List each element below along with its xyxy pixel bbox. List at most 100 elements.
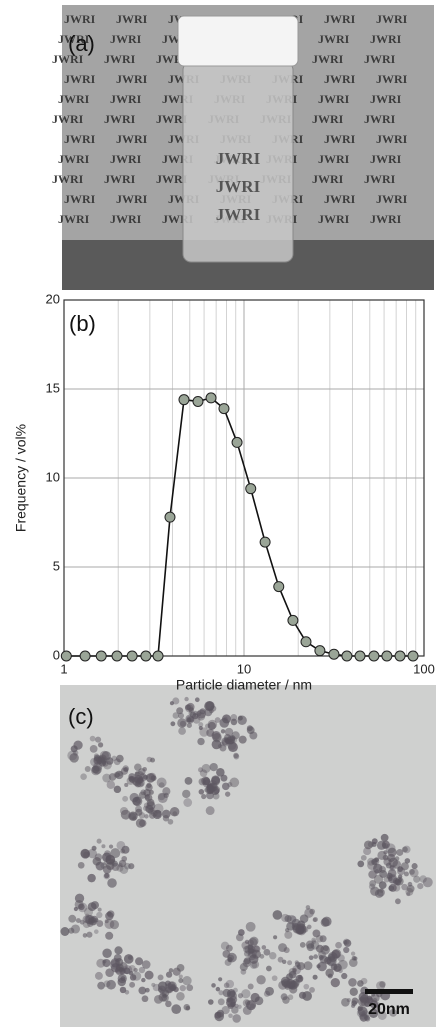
particle [357, 1006, 368, 1017]
particle [343, 946, 350, 954]
plot-frame [63, 299, 425, 657]
background-text: JWRI [318, 32, 350, 46]
particle [368, 883, 376, 890]
particle [182, 789, 191, 799]
particle [312, 917, 317, 923]
particle [128, 965, 136, 972]
background-text: JWRI [52, 172, 84, 186]
data-point [407, 650, 419, 662]
particle [249, 936, 259, 946]
particle [395, 898, 401, 905]
background-text: JWRI [58, 212, 90, 226]
particle [205, 723, 211, 729]
particle [282, 959, 287, 965]
particle [102, 773, 112, 783]
particle [227, 957, 233, 963]
particle [261, 945, 267, 950]
data-point [164, 511, 176, 523]
particle [146, 756, 153, 763]
scale-bar [365, 989, 413, 994]
particle [105, 931, 114, 940]
particle [93, 753, 99, 759]
particle [68, 914, 77, 923]
particle [244, 999, 251, 1006]
particle [172, 712, 180, 719]
particle [246, 725, 253, 732]
particle [102, 948, 112, 958]
particle [118, 859, 127, 868]
data-point [259, 536, 271, 548]
particle [388, 885, 395, 892]
particle [172, 967, 181, 976]
particle [144, 814, 149, 819]
particle [409, 868, 415, 875]
particle [201, 763, 211, 774]
particle [311, 937, 317, 943]
particle [169, 701, 175, 706]
particle [342, 940, 348, 945]
particle [135, 818, 146, 828]
particle [242, 1006, 252, 1015]
particle [73, 740, 83, 750]
particle [360, 854, 367, 861]
particle [116, 754, 124, 763]
particle [225, 944, 233, 952]
particle [396, 848, 404, 856]
particle [176, 707, 184, 715]
particle [222, 988, 231, 998]
particle [198, 725, 203, 730]
particle [78, 903, 85, 911]
background-text: JWRI [64, 12, 96, 26]
particle [102, 958, 111, 968]
background-text: JWRI [364, 172, 396, 186]
particle [341, 972, 348, 980]
particle [97, 981, 106, 990]
particle [379, 888, 384, 893]
particle [96, 911, 103, 919]
particle [119, 865, 129, 875]
particle [138, 966, 146, 974]
background-text: JWRI [104, 112, 136, 126]
particle [104, 873, 110, 879]
particle [107, 910, 115, 918]
particle [97, 742, 104, 748]
particle [215, 986, 221, 992]
particle [212, 733, 222, 743]
particle [380, 833, 389, 842]
particle [232, 1014, 241, 1023]
background-text: JWRI [64, 192, 96, 206]
data-point [394, 650, 406, 662]
particle [377, 1011, 387, 1020]
particle [401, 883, 408, 891]
background-text: JWRI [376, 132, 408, 146]
particle [404, 858, 411, 864]
particle [282, 996, 290, 1004]
particle [117, 977, 126, 987]
particle [229, 735, 236, 741]
particle [411, 863, 418, 870]
particle [68, 927, 75, 934]
particle [221, 738, 230, 747]
particle [82, 933, 88, 938]
particle [135, 796, 142, 804]
particle [178, 978, 184, 984]
particle [75, 918, 81, 924]
particle [368, 1008, 379, 1018]
particle [157, 793, 168, 804]
particle [69, 753, 79, 763]
data-point [218, 403, 230, 415]
particle [218, 990, 224, 996]
particle [374, 869, 380, 875]
background-text: JWRI [104, 52, 136, 66]
y-tick-label: 20 [46, 291, 60, 306]
particle [346, 998, 351, 1003]
particle [363, 840, 373, 850]
particle [363, 1014, 370, 1021]
particle [194, 697, 200, 703]
particle [198, 767, 204, 773]
particle [88, 916, 94, 922]
background-text: JWRI [370, 92, 402, 106]
particle [222, 782, 230, 791]
background-text: JWRI [116, 192, 148, 206]
